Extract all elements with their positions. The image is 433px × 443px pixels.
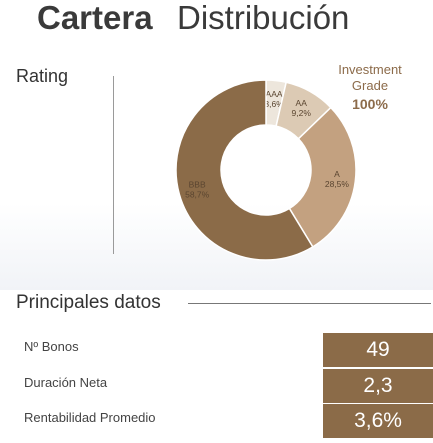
rating-donut-chart: AAA 3,6% AA 9,2% A 28,5% BBB 58,7% — [175, 79, 357, 261]
slice-label-aaa: AAA 3,6% — [264, 89, 284, 109]
row-value: 2,3 — [323, 369, 433, 403]
vertical-divider — [113, 76, 114, 254]
slice-label-aa: AA 9,2% — [292, 98, 312, 118]
rating-label: Rating — [16, 66, 69, 86]
title-light: Distribución — [177, 0, 350, 36]
row-label: Duración Neta — [24, 375, 108, 390]
data-row-rentabilidad: Rentabilidad Promedio 3,6% — [0, 404, 433, 438]
slice-label-a: A 28,5% — [325, 169, 350, 189]
data-row-duracion: Duración Neta 2,3 — [0, 369, 433, 403]
investment-grade-line2: Grade — [351, 78, 389, 93]
row-label: Nº Bonos — [24, 339, 79, 354]
investment-grade-line1: Investment — [338, 62, 402, 77]
slice-label-bbb: BBB 58,7% — [185, 179, 210, 199]
investment-grade-value: 100% — [352, 96, 388, 112]
title-bold: Cartera — [37, 0, 153, 36]
data-row-bonos: Nº Bonos 49 — [0, 333, 433, 367]
row-value: 49 — [323, 333, 433, 367]
section-title: Principales datos — [16, 292, 161, 313]
investment-grade-note: Investment Grade 100% — [325, 62, 415, 112]
donut-slice-a — [288, 106, 357, 248]
row-value: 3,6% — [323, 404, 433, 438]
section-divider — [188, 303, 431, 304]
donut-slice-bbb — [175, 79, 314, 261]
page-title: Cartera Distribución — [0, 0, 433, 44]
row-label: Rentabilidad Promedio — [24, 410, 156, 425]
